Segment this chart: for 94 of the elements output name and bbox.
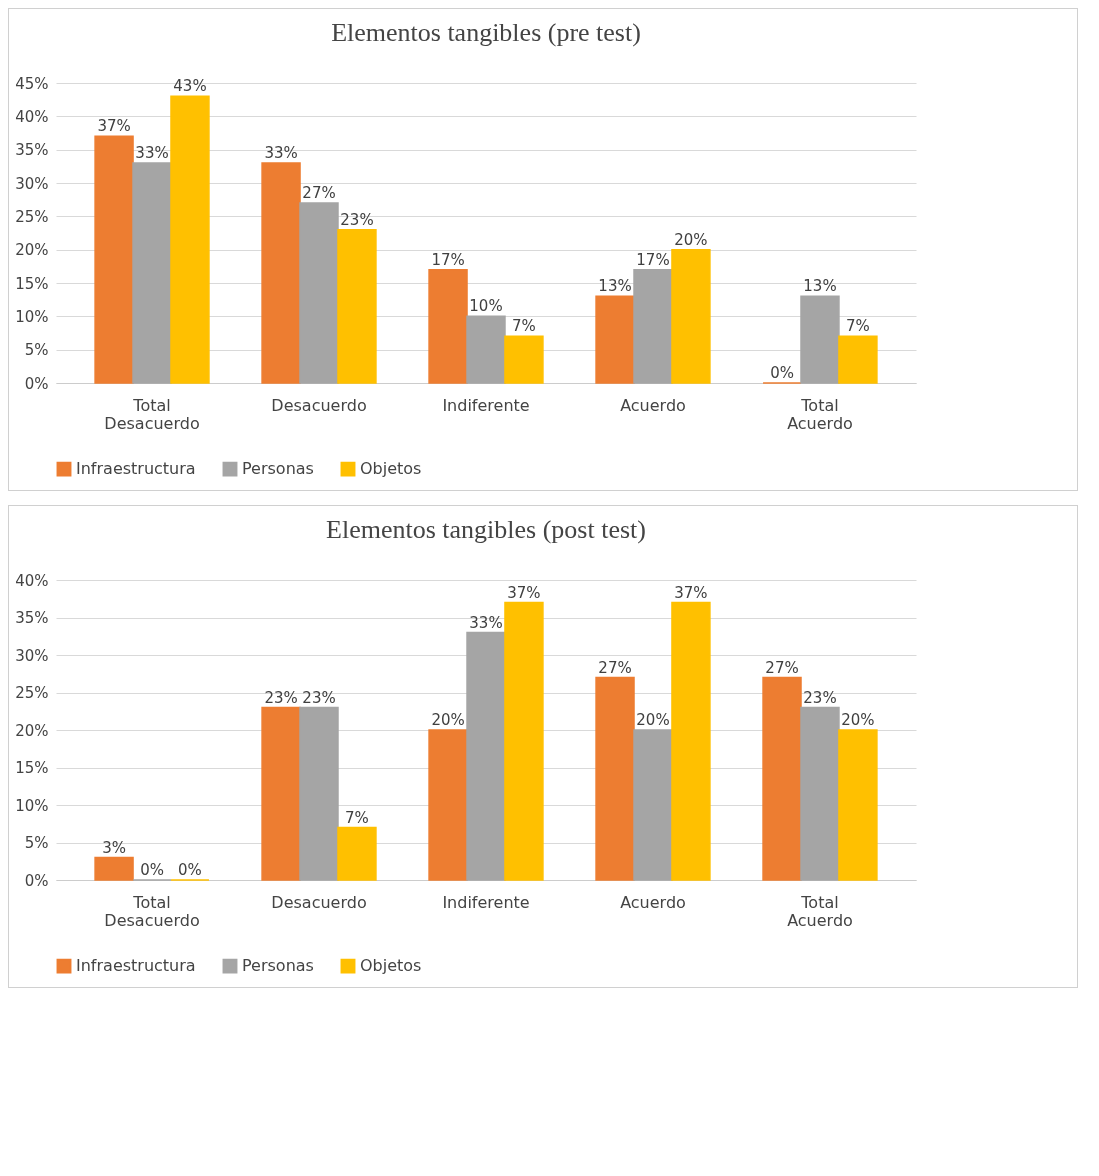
x-tick-label: Desacuerdo bbox=[271, 395, 367, 415]
bar bbox=[170, 95, 210, 384]
data-label: 3% bbox=[102, 838, 126, 857]
data-label: 27% bbox=[765, 658, 799, 677]
data-label: 7% bbox=[846, 317, 870, 336]
x-tick-label: Total Desacuerdo bbox=[104, 892, 200, 930]
data-label: 20% bbox=[674, 230, 708, 249]
data-label: 10% bbox=[469, 297, 503, 316]
data-label: 7% bbox=[512, 317, 536, 336]
bar bbox=[504, 601, 544, 881]
bar bbox=[94, 135, 134, 384]
legend-label: Personas bbox=[242, 459, 314, 479]
data-label: 20% bbox=[636, 711, 670, 729]
data-label: 37% bbox=[674, 583, 708, 602]
bar bbox=[504, 335, 544, 384]
x-tick-label: Indiferente bbox=[442, 395, 530, 415]
bar bbox=[261, 706, 301, 881]
data-label: 13% bbox=[598, 277, 632, 296]
data-label: 17% bbox=[636, 250, 670, 269]
x-tick-label: Acuerdo bbox=[620, 892, 686, 912]
data-label: 0% bbox=[178, 861, 202, 879]
y-tick-label: 30% bbox=[15, 174, 49, 193]
bar bbox=[800, 706, 840, 881]
data-label: 23% bbox=[803, 688, 837, 707]
y-tick-label: 10% bbox=[15, 307, 49, 326]
bar bbox=[762, 676, 802, 881]
bar bbox=[466, 315, 506, 384]
x-tick-label: Acuerdo bbox=[620, 395, 686, 415]
bar bbox=[838, 729, 878, 881]
bar bbox=[633, 729, 673, 881]
y-tick-label: 0% bbox=[24, 871, 49, 890]
y-tick-label: 15% bbox=[15, 274, 49, 293]
legend-label: Objetos bbox=[360, 459, 422, 479]
y-tick-label: 25% bbox=[15, 207, 49, 226]
data-label: 33% bbox=[264, 144, 298, 162]
data-label: 37% bbox=[97, 117, 131, 136]
x-tick-label: Indiferente bbox=[442, 892, 530, 912]
bar bbox=[261, 162, 301, 384]
bar bbox=[428, 268, 468, 384]
bar bbox=[428, 729, 468, 881]
y-tick-label: 5% bbox=[24, 341, 49, 360]
y-tick-label: 40% bbox=[15, 107, 49, 126]
bar bbox=[337, 826, 377, 881]
data-label: 43% bbox=[173, 77, 207, 96]
y-tick-label: 45% bbox=[15, 74, 49, 93]
bar bbox=[132, 162, 172, 384]
bar bbox=[94, 856, 134, 881]
x-tick-label: Total Acuerdo bbox=[787, 892, 853, 930]
data-label: 17% bbox=[431, 250, 465, 269]
data-label: 27% bbox=[598, 658, 632, 677]
y-tick-label: 15% bbox=[15, 759, 49, 777]
y-tick-label: 35% bbox=[15, 141, 49, 160]
x-tick-label: Total Desacuerdo bbox=[104, 395, 200, 433]
bar bbox=[671, 601, 711, 881]
bar bbox=[299, 202, 339, 384]
data-label: 23% bbox=[340, 210, 374, 229]
legend-label: Infraestructura bbox=[76, 459, 196, 479]
y-tick-label: 20% bbox=[15, 721, 49, 740]
chart-title: Elementos tangibles (post test) bbox=[326, 515, 646, 544]
y-tick-label: 0% bbox=[24, 374, 49, 393]
data-label: 23% bbox=[302, 688, 336, 707]
bar bbox=[595, 676, 635, 881]
data-label: 23% bbox=[264, 688, 298, 707]
data-label: 20% bbox=[841, 711, 875, 729]
data-label: 7% bbox=[345, 808, 369, 827]
y-tick-label: 30% bbox=[15, 646, 49, 665]
data-label: 33% bbox=[135, 144, 169, 162]
data-label: 0% bbox=[770, 364, 794, 382]
legend-label: Infraestructura bbox=[76, 956, 196, 976]
y-tick-label: 40% bbox=[15, 571, 49, 590]
data-label: 13% bbox=[803, 277, 837, 296]
bar bbox=[337, 228, 377, 384]
y-tick-label: 10% bbox=[15, 796, 49, 815]
data-label: 33% bbox=[469, 613, 503, 632]
data-label: 0% bbox=[140, 861, 164, 879]
y-tick-label: 35% bbox=[15, 609, 49, 627]
bar bbox=[633, 268, 673, 384]
bar bbox=[671, 248, 711, 384]
x-tick-label: Total Acuerdo bbox=[787, 395, 853, 433]
data-label: 20% bbox=[431, 711, 465, 729]
data-label: 27% bbox=[302, 184, 336, 202]
bar bbox=[800, 295, 840, 384]
y-tick-label: 5% bbox=[24, 834, 49, 852]
bar bbox=[466, 631, 506, 881]
y-tick-label: 20% bbox=[15, 241, 49, 260]
x-tick-label: Desacuerdo bbox=[271, 892, 367, 912]
bar bbox=[595, 295, 635, 384]
legend-label: Personas bbox=[242, 956, 314, 976]
legend-label: Objetos bbox=[360, 956, 422, 976]
y-tick-label: 25% bbox=[15, 684, 49, 702]
bar bbox=[299, 706, 339, 881]
chart-title: Elementos tangibles (pre test) bbox=[331, 18, 641, 47]
data-label: 37% bbox=[507, 583, 541, 602]
bar bbox=[838, 335, 878, 384]
